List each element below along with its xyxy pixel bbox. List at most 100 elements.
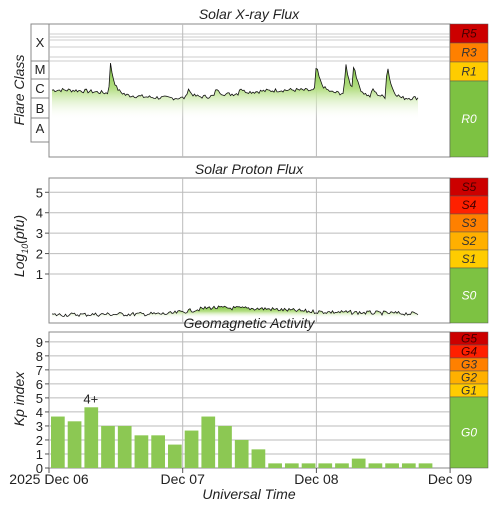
proton-flux-line [51,305,419,318]
proton-scale-label-s4: S4 [462,198,477,212]
kp-bar [351,458,366,468]
xray-scale-band-r0 [449,80,489,158]
kp-grid [49,332,450,468]
xray-class-a: A [36,121,45,136]
xray-flux-area [51,62,419,120]
proton-ylabel-sub: 10 [20,244,30,254]
xray-scale-label-r1: R1 [461,65,476,79]
kp-bar [151,435,165,468]
proton-flux-fill [52,305,418,318]
kp-plot-frame [48,331,451,469]
xray-scale-label-r3: R3 [461,46,477,60]
kp-bar [418,463,433,468]
xray-flux-fill [52,63,418,120]
kp-tick-label-7: 7 [36,363,43,378]
proton-tick-label-3: 3 [36,226,43,241]
xray-scale-label-r5: R5 [461,27,477,41]
kp-bar [51,416,65,468]
kp-tick-label-0: 0 [36,461,43,476]
kp-bar [184,430,199,468]
kp-bar [117,425,132,468]
x-tick-label-1: Dec 07 [161,471,206,487]
x-axis-label: Universal Time [202,486,295,502]
proton-ylabel-rest: (pfu) [11,215,27,244]
kp-scale-label-g0: G0 [461,426,477,440]
xray-class-x: X [36,35,45,50]
kp-tick-label-9: 9 [36,335,43,350]
kp-ylabel: Kp index [11,371,27,426]
kp-tick-label-2: 2 [36,433,43,448]
xray-class-b: B [36,101,45,116]
x-axis: 2025 Dec 06 Dec 07 Dec 08 Dec 09 [9,468,472,487]
kp-bar [251,449,266,468]
kp-tick-label-4: 4 [36,405,43,420]
xray-ylabel: Flare Class [11,55,27,126]
kp-bar [401,463,416,468]
xray-radio-blackout-scale: R5 R3 R1 R0 [449,23,489,158]
proton-tick-label-4: 4 [36,206,43,221]
proton-scale-label-s0: S0 [462,289,477,303]
kp-tick-label-8: 8 [36,349,43,364]
kp-bar [84,407,99,468]
kp-bar [268,463,282,468]
proton-tick-labels: 1 2 3 4 5 [36,185,49,282]
kp-bar [101,425,115,468]
xray-flux-line [51,62,419,101]
kp-tick-label-3: 3 [36,419,43,434]
kp-tick-label-6: 6 [36,377,43,392]
kp-scale-label-g3: G3 [461,358,477,372]
proton-scale-label-s1: S1 [462,252,477,266]
kp-bar [335,463,349,468]
kp-bar [67,421,82,468]
kp-bar [234,439,249,468]
kp-bar [218,425,232,468]
xray-class-box [30,23,50,143]
kp-scale-label-g1: G1 [461,384,477,398]
proton-scale-label-s5: S5 [462,180,477,194]
xray-title: Solar X-ray Flux [199,6,300,22]
kp-bar [385,463,399,468]
kp-scale-label-g5: G5 [461,332,477,346]
proton-tick-label-5: 5 [36,185,43,200]
proton-radiation-storm-scale: S5 S4 S3 S2 S1 S0 [449,177,489,324]
kp-scale-label-g2: G2 [461,371,477,385]
x-tick-label-2: Dec 08 [294,471,339,487]
proton-scale-label-s2: S2 [462,234,477,248]
kp-title: Geomagnetic Activity [184,315,316,331]
kp-bar [318,463,333,468]
x-tick-label-0: 2025 Dec 06 [9,471,89,487]
kp-annotation: 4+ [83,391,98,406]
proton-plot-frame [48,177,451,324]
kp-tick-label-1: 1 [36,447,43,462]
kp-bar [134,435,149,468]
proton-tick-label-2: 2 [36,247,43,262]
xray-class-c: C [35,81,44,96]
proton-scale-label-s3: S3 [462,216,477,230]
proton-scale-band-s0 [449,267,489,324]
kp-scale-label-g4: G4 [461,345,477,359]
proton-tick-label-1: 1 [36,267,43,282]
kp-bar [167,444,182,468]
xray-class-m: M [35,62,46,77]
kp-bar [201,416,216,468]
x-tick-label-3: Dec 09 [428,471,473,487]
xray-scale-label-r0: R0 [461,112,477,126]
kp-bars [51,407,433,468]
kp-bar [284,463,299,468]
kp-panel: Geomagnetic Activity Kp index 0123456789… [11,315,489,476]
proton-flux-area [51,305,419,318]
kp-bar [368,463,383,468]
xray-grid [49,24,450,157]
proton-ylabel-main: Log [11,254,27,278]
kp-tick-label-5: 5 [36,391,43,406]
proton-grid [49,178,450,323]
proton-ylabel: Log10(pfu) [11,215,30,277]
proton-title: Solar Proton Flux [195,161,304,177]
kp-scale-band-g0 [449,396,489,469]
